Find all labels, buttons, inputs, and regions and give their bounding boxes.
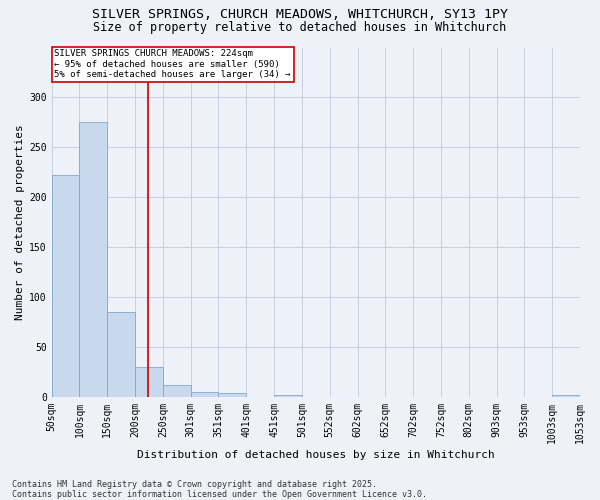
Text: SILVER SPRINGS, CHURCH MEADOWS, WHITCHURCH, SY13 1PY: SILVER SPRINGS, CHURCH MEADOWS, WHITCHUR… xyxy=(92,8,508,20)
Text: SILVER SPRINGS CHURCH MEADOWS: 224sqm
← 95% of detached houses are smaller (590): SILVER SPRINGS CHURCH MEADOWS: 224sqm ← … xyxy=(54,49,291,79)
Bar xyxy=(191,392,218,397)
Text: Size of property relative to detached houses in Whitchurch: Size of property relative to detached ho… xyxy=(94,21,506,34)
Bar xyxy=(135,367,163,397)
Bar xyxy=(218,393,247,397)
Bar xyxy=(163,385,191,397)
Bar xyxy=(552,395,580,397)
Bar xyxy=(79,122,107,397)
X-axis label: Distribution of detached houses by size in Whitchurch: Distribution of detached houses by size … xyxy=(137,450,495,460)
Y-axis label: Number of detached properties: Number of detached properties xyxy=(15,124,25,320)
Bar xyxy=(274,395,302,397)
Bar xyxy=(107,312,135,397)
Bar xyxy=(52,176,79,397)
Text: Contains HM Land Registry data © Crown copyright and database right 2025.
Contai: Contains HM Land Registry data © Crown c… xyxy=(12,480,427,499)
